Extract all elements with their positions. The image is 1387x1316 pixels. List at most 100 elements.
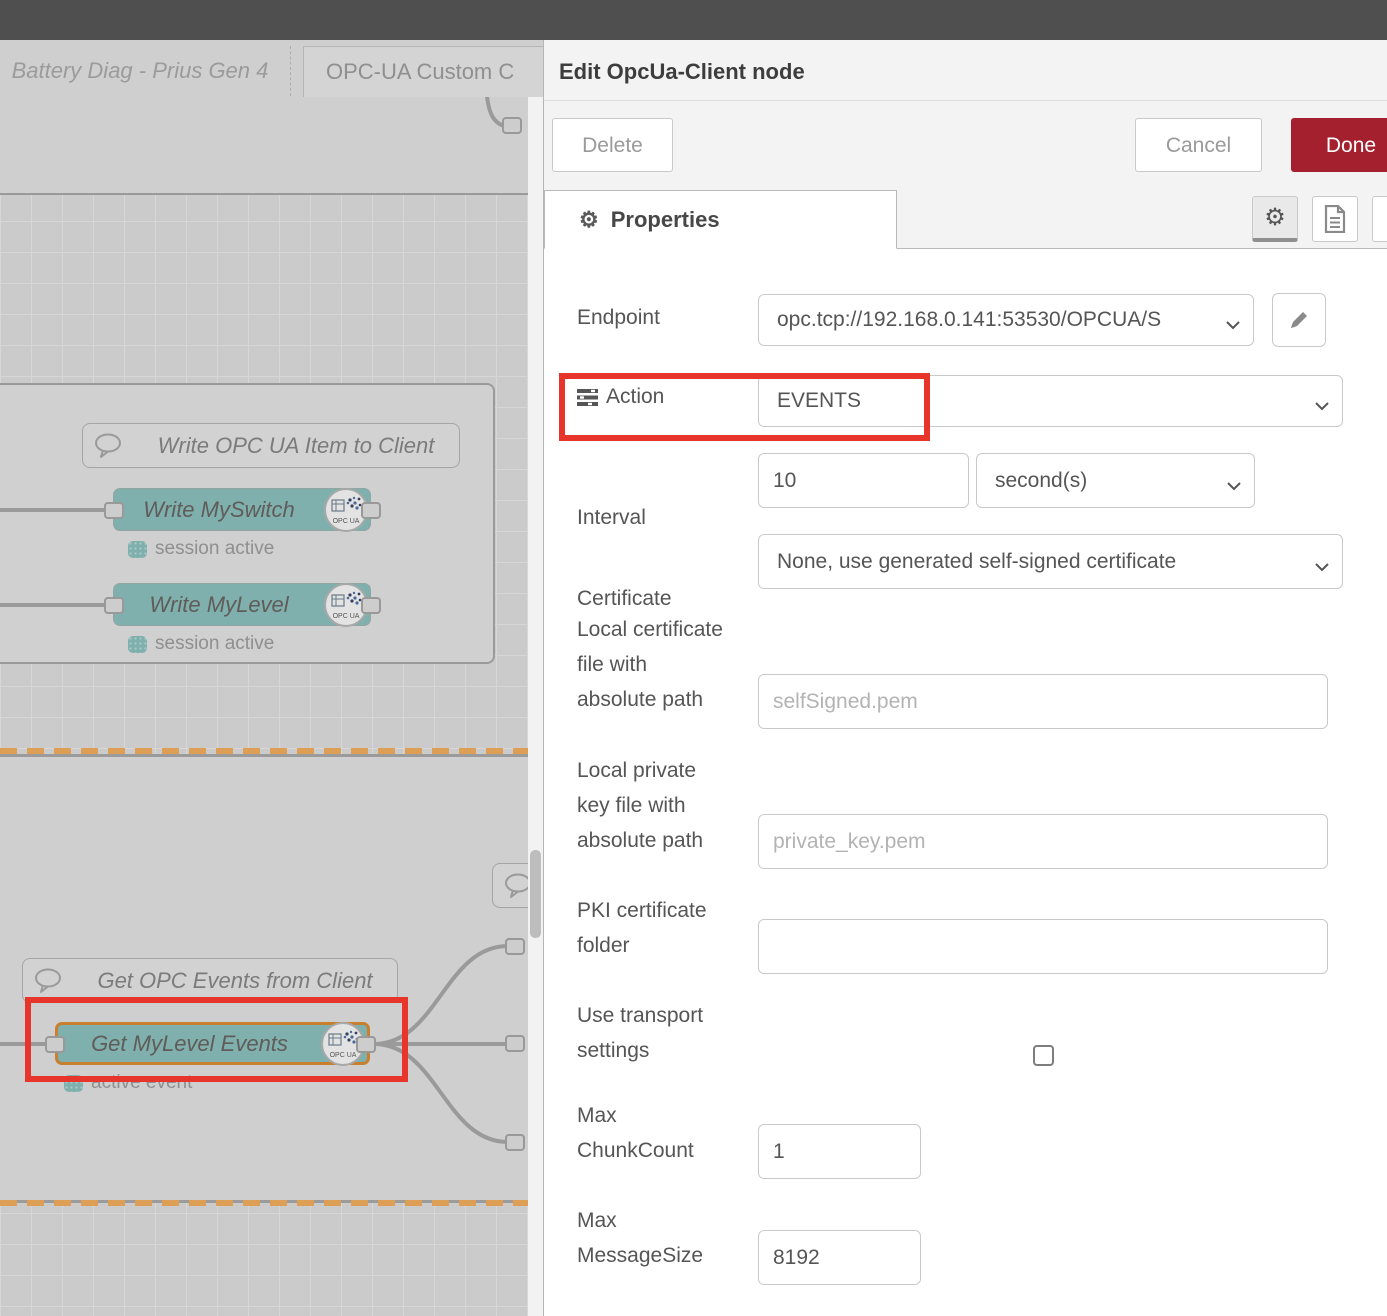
label-line: Local private [577, 759, 697, 782]
node-get-mylevel-events[interactable]: Get MyLevel Events OPC UA [55, 1021, 370, 1066]
wires-layer [0, 97, 510, 1144]
comment-get-opc-events[interactable]: Get OPC Events from Client [22, 958, 398, 1003]
action-label-text: Action [606, 385, 665, 408]
local-cert-label: Local certificate file with absolute pat… [577, 612, 723, 717]
port-hidden-up[interactable] [505, 938, 525, 955]
status-text: session active [155, 538, 275, 559]
comment-write-opcua-item[interactable]: Write OPC UA Item to Client [82, 423, 460, 468]
label-line: Max [577, 1209, 617, 1232]
comment-label: Write OPC UA Item to Client [157, 432, 435, 458]
status-dot [128, 540, 147, 558]
interval-unit-value: second(s) [995, 468, 1088, 492]
canvas-scrollbar-track[interactable] [528, 97, 543, 1316]
opcua-badge-label: OPC UA [332, 517, 360, 525]
transport-settings-checkbox[interactable] [1033, 1045, 1054, 1066]
interval-input[interactable] [758, 453, 969, 508]
port-hidden-top[interactable] [502, 117, 522, 134]
pki-folder-input[interactable] [758, 919, 1328, 974]
chevron-down-icon [1314, 555, 1330, 579]
port-input-write-myswitch[interactable] [104, 502, 124, 519]
node-write-myswitch[interactable]: Write MySwitch OPC UA [113, 487, 371, 532]
panel-button-row: Delete Cancel Done [544, 101, 1387, 190]
flow-tab-opcua-custom[interactable]: OPC-UA Custom C [303, 46, 567, 97]
private-key-label: Local private key file with absolute pat… [577, 753, 703, 858]
status-write-mylevel: session active [128, 633, 274, 655]
gear-icon: ⚙ [579, 207, 599, 232]
annotation-node-highlight [25, 997, 408, 1082]
label-line: absolute path [577, 829, 704, 852]
properties-tab-button[interactable]: ⚙ [1252, 196, 1298, 242]
label-line: Max [577, 1104, 617, 1127]
max-chunkcount-input[interactable] [758, 1124, 921, 1179]
appearance-tab-button[interactable] [1372, 196, 1387, 242]
app-header-bar [0, 0, 1387, 40]
opcua-badge-icon: OPC UA [324, 582, 368, 627]
tab-properties-label: Properties [610, 207, 720, 232]
delete-button[interactable]: Delete [552, 118, 673, 172]
group-selection-dash-bottom [0, 1200, 543, 1206]
interval-label: Interval [577, 506, 646, 529]
status-write-myswitch: session active [128, 538, 274, 560]
opcua-badge-icon: OPC UA [321, 1021, 365, 1066]
done-button[interactable]: Done [1291, 118, 1387, 172]
endpoint-label: Endpoint [577, 306, 660, 329]
label-line: key file with [577, 794, 686, 817]
label-line: PKI certificate [577, 899, 707, 922]
port-hidden-down[interactable] [505, 1134, 525, 1151]
pencil-icon [1291, 312, 1307, 328]
port-output-get-events[interactable] [356, 1036, 376, 1053]
opcua-badge-label: OPC UA [329, 1051, 357, 1059]
wire-events-down [372, 1042, 510, 1144]
port-input-write-mylevel[interactable] [104, 597, 124, 614]
cancel-button[interactable]: Cancel [1135, 118, 1262, 172]
label-line: Use transport [577, 1004, 704, 1027]
wire-top-right [485, 97, 506, 128]
edit-node-panel: Edit OpcUa-Client node Delete Cancel Don… [543, 40, 1387, 1316]
chevron-down-icon [1225, 313, 1241, 337]
label-line: absolute path [577, 688, 704, 711]
flow-tab-battery-diag[interactable]: Battery Diag - Prius Gen 4 [0, 46, 291, 96]
wire-events-up [372, 944, 510, 1046]
comment-label: Get OPC Events from Client [97, 967, 373, 993]
chevron-down-icon [1226, 474, 1242, 498]
max-chunkcount-label: Max ChunkCount [577, 1098, 694, 1168]
group-selection-dash-top [0, 748, 543, 754]
private-key-input[interactable] [758, 814, 1328, 869]
transport-settings-label: Use transport settings [577, 998, 703, 1068]
gear-icon: ⚙ [1264, 204, 1286, 231]
tab-properties[interactable]: ⚙ Properties [544, 190, 897, 249]
description-tab-button[interactable] [1312, 196, 1358, 242]
flow-tab-bar: Battery Diag - Prius Gen 4 OPC-UA Custom… [0, 40, 567, 98]
label-line: Local certificate [577, 618, 723, 641]
flow-canvas[interactable]: Write OPC UA Item to Client Write MySwit… [0, 97, 543, 1316]
node-label: Write MySwitch [143, 496, 295, 522]
canvas-scrollbar-thumb[interactable] [530, 850, 541, 938]
panel-title: Edit OpcUa-Client node [559, 59, 805, 84]
max-messagesize-input[interactable] [758, 1230, 921, 1285]
node-write-mylevel[interactable]: Write MyLevel OPC UA [113, 582, 371, 627]
panel-header: Edit OpcUa-Client node [544, 40, 1387, 101]
label-line: settings [577, 1039, 650, 1062]
endpoint-select[interactable]: opc.tcp://192.168.0.141:53530/OPCUA/S [758, 294, 1254, 346]
annotation-action-highlight [559, 373, 930, 441]
certificate-label: Certificate [577, 587, 672, 610]
port-output-write-myswitch[interactable] [361, 502, 381, 519]
node-label: Get MyLevel Events [91, 1030, 288, 1056]
status-dot [128, 635, 147, 653]
label-line: folder [577, 934, 630, 957]
certificate-value: None, use generated self-signed certific… [777, 549, 1177, 573]
group-top-partial [0, 97, 543, 195]
interval-unit-select[interactable]: second(s) [976, 453, 1255, 508]
endpoint-value: opc.tcp://192.168.0.141:53530/OPCUA/S [777, 308, 1162, 331]
port-hidden-mid[interactable] [505, 1035, 525, 1052]
comment-bubble-icon [83, 424, 133, 467]
certificate-select[interactable]: None, use generated self-signed certific… [758, 534, 1343, 589]
status-text: session active [155, 633, 275, 654]
label-line: ChunkCount [577, 1139, 694, 1162]
port-output-write-mylevel[interactable] [361, 597, 381, 614]
action-select[interactable]: EVENTS [758, 375, 1343, 427]
edit-endpoint-button[interactable] [1272, 293, 1326, 347]
local-cert-input[interactable] [758, 674, 1328, 729]
port-input-get-events[interactable] [45, 1036, 65, 1053]
label-line: file with [577, 653, 648, 676]
